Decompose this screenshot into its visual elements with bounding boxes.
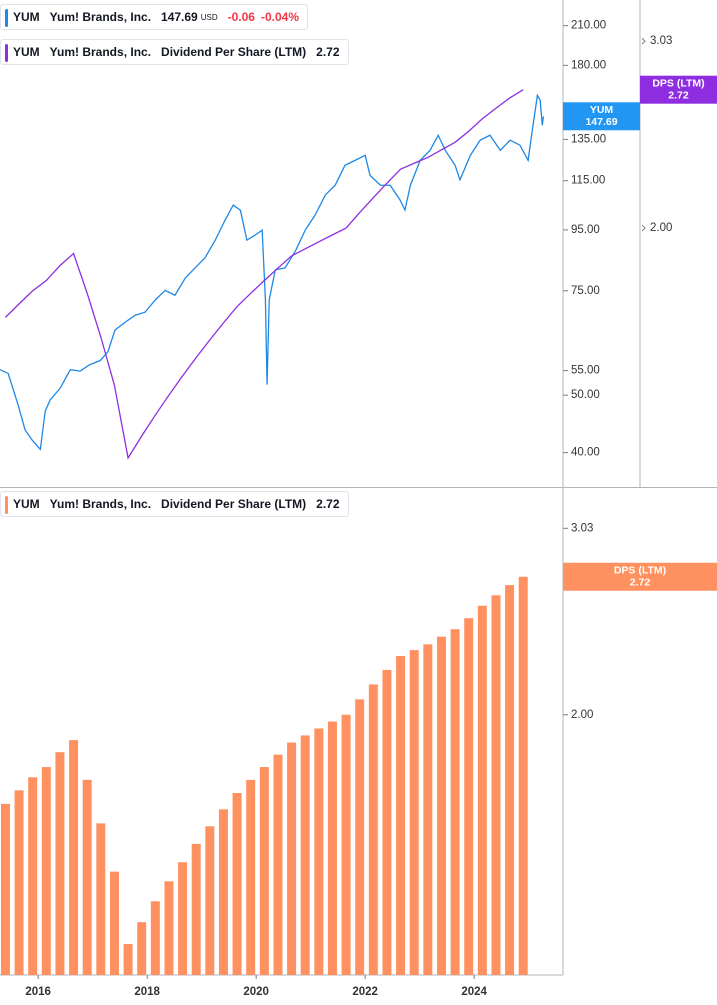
legend-change-pct: -0.04%	[260, 10, 300, 24]
y2-tick-label: 2.00	[650, 222, 672, 234]
bar	[409, 650, 419, 975]
bar	[327, 721, 337, 975]
bar	[450, 629, 460, 975]
badge-value: 147.69	[585, 116, 617, 128]
plot-area	[0, 89, 545, 460]
dps-legend: YUM Yum! Brands, Inc. Dividend Per Share…	[0, 39, 349, 65]
legend-currency: USD	[200, 12, 218, 22]
x-tick-label: 2016	[25, 986, 51, 998]
bar	[123, 944, 133, 975]
y2-tick-label: 3.03	[650, 35, 672, 47]
legend-series: Dividend Per Share (LTM)	[161, 497, 307, 511]
bar	[69, 740, 79, 975]
y-tick-label: 50.00	[571, 389, 600, 401]
x-tick-label: 2024	[461, 986, 487, 998]
bar	[178, 862, 188, 975]
bar	[82, 779, 92, 975]
bar	[164, 881, 174, 975]
dps-bar-legend: YUM Yum! Brands, Inc. Dividend Per Share…	[0, 491, 349, 517]
y-tick-label: 55.00	[571, 365, 600, 377]
y-tick-label: 135.00	[571, 133, 606, 145]
bar	[368, 684, 378, 975]
legend-symbol: YUM	[13, 10, 40, 24]
bar	[287, 742, 297, 975]
bar	[137, 922, 147, 975]
bar	[396, 655, 406, 975]
legend-value: 2.72	[316, 497, 340, 511]
bar	[41, 767, 51, 975]
bar	[423, 644, 433, 975]
legend-symbol: YUM	[13, 45, 40, 59]
bar	[436, 636, 446, 975]
legend-company: Yum! Brands, Inc.	[49, 45, 152, 59]
y-tick-label: 2.00	[571, 709, 593, 721]
last-value-badge	[640, 75, 717, 104]
y-tick-label: 3.03	[571, 522, 593, 534]
bar	[341, 714, 351, 975]
bar	[109, 871, 119, 975]
legend-company: Yum! Brands, Inc.	[49, 497, 152, 511]
legend-series: Dividend Per Share (LTM)	[161, 45, 307, 59]
bar	[28, 777, 38, 975]
bar	[55, 752, 65, 975]
y-tick-label: 115.00	[571, 175, 605, 187]
bar	[246, 779, 256, 975]
y-tick-label: 95.00	[571, 224, 600, 236]
bar	[314, 728, 324, 975]
bar	[273, 754, 283, 975]
legend-change: -0.06	[227, 10, 255, 24]
series-line	[0, 93, 545, 451]
legend-price: 147.69	[161, 10, 198, 24]
bar	[477, 605, 487, 975]
bar	[300, 735, 310, 975]
series-line	[4, 89, 524, 460]
badge-label: DPS (LTM)	[652, 77, 704, 89]
bar	[464, 618, 474, 975]
badge-label: YUM	[590, 104, 614, 116]
bar	[382, 669, 392, 975]
x-tick-label: 2020	[243, 986, 269, 998]
y-tick-label: 210.00	[571, 20, 606, 32]
y-tick-label: 180.00	[571, 59, 606, 71]
bar	[259, 767, 269, 975]
bar	[191, 843, 201, 975]
bar	[355, 699, 365, 975]
bar	[150, 901, 160, 975]
badge-value: 2.72	[668, 89, 689, 101]
last-value-badge	[563, 102, 640, 131]
legend-swatch	[5, 44, 8, 62]
y2-tick	[641, 224, 646, 232]
bar	[14, 790, 24, 975]
plot-area	[0, 576, 528, 975]
legend-swatch	[5, 9, 8, 27]
bar	[505, 585, 515, 975]
bar	[0, 803, 10, 975]
bar	[96, 823, 106, 975]
last-value-badge	[563, 562, 717, 591]
bar	[218, 809, 228, 975]
legend-company: Yum! Brands, Inc.	[49, 10, 152, 24]
y-tick-label: 40.00	[571, 447, 600, 459]
badge-label: DPS (LTM)	[614, 565, 666, 577]
bar	[205, 826, 215, 975]
x-tick-label: 2022	[352, 986, 378, 998]
legend-value: 2.72	[316, 45, 340, 59]
legend-symbol: YUM	[13, 497, 40, 511]
price-legend: YUM Yum! Brands, Inc. 147.69 USD -0.06 -…	[0, 4, 309, 30]
bar	[518, 576, 528, 975]
y2-tick	[641, 37, 646, 45]
bar	[491, 595, 501, 975]
legend-swatch	[5, 496, 8, 514]
x-tick-label: 2018	[134, 986, 160, 998]
bar	[232, 793, 242, 975]
y-tick-label: 75.00	[571, 285, 600, 297]
badge-value: 2.72	[630, 577, 651, 589]
